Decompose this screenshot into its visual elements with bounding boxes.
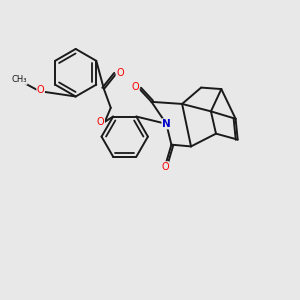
Text: O: O <box>116 68 124 78</box>
Text: O: O <box>161 162 169 172</box>
Text: N: N <box>162 119 171 129</box>
Text: O: O <box>97 117 104 127</box>
Text: CH₃: CH₃ <box>11 75 27 84</box>
Text: O: O <box>132 82 139 92</box>
Text: O: O <box>37 85 44 95</box>
